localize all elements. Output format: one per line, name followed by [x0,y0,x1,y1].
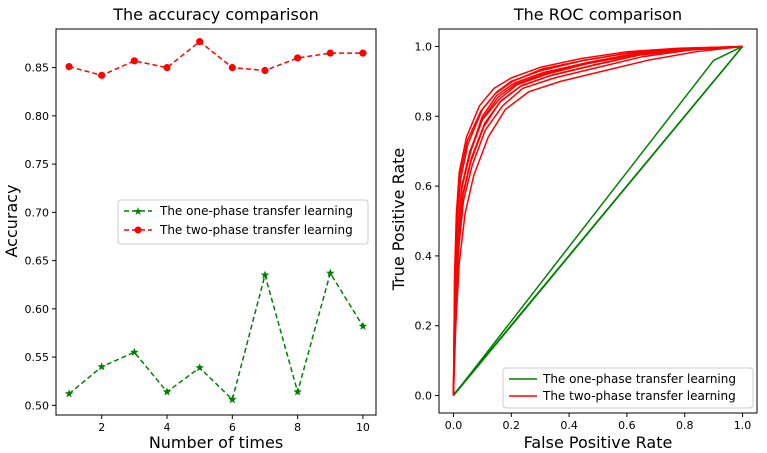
accuracy-point-two-phase [228,64,236,72]
roc-x-tick-label: 0.4 [560,419,578,432]
accuracy-point-two-phase [294,54,302,62]
roc-y-axis-label: True Positive Rate [389,148,408,292]
accuracy-point-one-phase [326,268,335,277]
accuracy-legend: ★ The one-phase transfer learning The tw… [117,199,369,245]
accuracy-y-tick-label: 0.50 [25,399,50,412]
accuracy-chart-title: The accuracy comparison [112,5,319,24]
accuracy-y-tick-label: 0.85 [25,62,50,75]
accuracy-x-axis-label: Number of times [149,433,283,452]
accuracy-series-one-phase-line [68,271,364,401]
accuracy-point-one-phase [64,389,74,398]
roc-curve-two-phase [452,45,743,396]
roc-curve-two-phase [452,45,743,396]
accuracy-plot-area [64,37,368,404]
roc-curve-two-phase [452,45,743,396]
accuracy-point-one-phase [130,347,139,356]
accuracy-point-two-phase [326,49,334,57]
roc-x-tick-label: 1.0 [734,419,752,432]
roc-legend-label-one-phase: The one-phase transfer learning [542,372,736,386]
accuracy-legend-label-two-phase: The two-phase transfer learning [159,223,353,237]
roc-x-tick-label: 0.6 [618,419,636,432]
roc-y-tick-label: 0.2 [415,320,433,333]
accuracy-x-tick-label: 8 [294,421,301,434]
roc-legend-label-two-phase: The two-phase transfer learning [542,389,736,403]
roc-chart: The ROC comparison False Positive Rate T… [389,5,758,452]
roc-y-tick-label: 0.6 [415,180,433,193]
roc-curve-two-phase [452,45,743,396]
roc-x-axis-label: False Positive Rate [524,433,673,452]
accuracy-y-tick-label: 0.70 [25,206,50,219]
accuracy-y-axis-label: Accuracy [2,184,21,257]
roc-y-tick-label: 0.4 [415,250,433,263]
roc-chart-title: The ROC comparison [513,5,682,24]
accuracy-point-one-phase [293,387,302,396]
accuracy-point-two-phase [261,66,269,75]
accuracy-point-one-phase [228,395,237,404]
roc-plot-area [452,45,744,397]
accuracy-point-one-phase [162,387,172,396]
accuracy-series-two-phase-line [68,40,363,77]
roc-x-tick-label: 0.2 [503,419,521,432]
accuracy-chart: The accuracy comparison Number of times … [2,5,377,452]
roc-curve-one-phase [452,45,743,397]
accuracy-x-tick-label: 2 [98,421,105,434]
accuracy-x-tick-label: 4 [164,421,171,434]
roc-y-tick-label: 1.0 [415,40,433,53]
accuracy-point-two-phase [98,71,106,79]
roc-x-tick-label: 0.8 [676,419,694,432]
accuracy-point-two-phase [65,63,73,71]
accuracy-legend-marker-circle-icon [134,226,142,234]
accuracy-point-two-phase [196,37,204,46]
accuracy-point-one-phase [260,270,270,279]
roc-y-tick-label: 0.0 [415,390,433,403]
roc-curve-two-phase [452,45,743,396]
accuracy-axes-frame [55,28,377,416]
roc-axes-frame [438,28,758,414]
accuracy-legend-marker-star-icon: ★ [133,205,143,218]
accuracy-point-one-phase [358,321,368,330]
accuracy-y-tick-label: 0.75 [25,158,50,171]
accuracy-point-two-phase [130,57,138,65]
roc-legend: The one-phase transfer learning The two-… [502,367,754,409]
accuracy-y-tick-label: 0.55 [25,351,50,364]
accuracy-y-tick-label: 0.80 [25,110,50,123]
roc-ticks: 0.0 0.2 0.4 0.6 0.8 1.0 0.0 0.2 0.4 0.6 0.8 1.0 [415,40,752,432]
accuracy-y-tick-label: 0.65 [25,255,50,268]
roc-legend-box [502,367,754,409]
accuracy-legend-label-one-phase: The one-phase transfer learning [159,204,353,218]
roc-curve-two-phase [452,45,743,396]
accuracy-legend-box [117,199,369,245]
accuracy-point-one-phase [195,363,204,372]
roc-x-tick-label: 0.0 [445,419,463,432]
accuracy-point-two-phase [359,49,367,57]
accuracy-x-tick-label: 6 [229,421,236,434]
accuracy-ticks: 2 4 6 8 10 0.50 0.55 0.60 0.65 0.70 0.75 0.80 0.85 [25,62,370,434]
accuracy-point-two-phase [163,64,171,72]
accuracy-y-tick-label: 0.60 [25,303,50,316]
accuracy-x-tick-label: 10 [356,421,370,434]
accuracy-point-one-phase [97,362,106,371]
roc-y-tick-label: 0.8 [415,110,433,123]
